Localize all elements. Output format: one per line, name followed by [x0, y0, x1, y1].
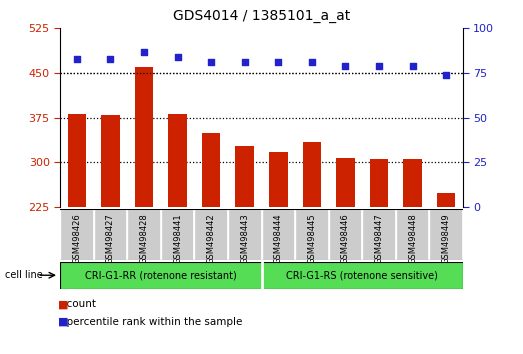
Bar: [437, 193, 456, 207]
FancyBboxPatch shape: [60, 262, 262, 289]
Bar: [202, 133, 220, 207]
Text: GSM498447: GSM498447: [374, 213, 383, 264]
Text: GSM498446: GSM498446: [341, 213, 350, 264]
Point: [341, 63, 349, 69]
Text: GSM498441: GSM498441: [173, 213, 182, 264]
Point: [375, 63, 383, 69]
Text: GSM498448: GSM498448: [408, 213, 417, 264]
Bar: [269, 152, 288, 207]
FancyBboxPatch shape: [362, 209, 396, 260]
FancyBboxPatch shape: [161, 209, 195, 260]
Text: GSM498443: GSM498443: [240, 213, 249, 264]
FancyBboxPatch shape: [127, 209, 161, 260]
Text: GSM498442: GSM498442: [207, 213, 215, 264]
Point: [408, 63, 417, 69]
FancyBboxPatch shape: [328, 209, 362, 260]
Text: GSM498445: GSM498445: [308, 213, 316, 264]
FancyBboxPatch shape: [228, 209, 262, 260]
Point: [140, 49, 148, 55]
FancyBboxPatch shape: [195, 209, 228, 260]
Point: [274, 59, 282, 65]
Point: [308, 59, 316, 65]
FancyBboxPatch shape: [262, 209, 295, 260]
Bar: [403, 159, 422, 207]
Bar: [135, 67, 153, 207]
FancyBboxPatch shape: [60, 209, 94, 260]
Point: [207, 59, 215, 65]
Text: GSM498428: GSM498428: [140, 213, 149, 264]
Bar: [370, 159, 388, 207]
Point: [106, 56, 115, 62]
Text: cell line: cell line: [5, 270, 43, 280]
Text: CRI-G1-RS (rotenone sensitive): CRI-G1-RS (rotenone sensitive): [286, 270, 438, 280]
Text: GSM498426: GSM498426: [72, 213, 82, 264]
FancyBboxPatch shape: [295, 209, 328, 260]
Point: [442, 72, 450, 78]
Text: GSM498427: GSM498427: [106, 213, 115, 264]
Text: GSM498449: GSM498449: [441, 213, 451, 264]
Bar: [303, 142, 321, 207]
Text: CRI-G1-RR (rotenone resistant): CRI-G1-RR (rotenone resistant): [85, 270, 237, 280]
Text: percentile rank within the sample: percentile rank within the sample: [60, 317, 243, 327]
Text: ■: ■: [58, 299, 68, 309]
Bar: [67, 114, 86, 207]
Bar: [101, 115, 120, 207]
FancyBboxPatch shape: [94, 209, 127, 260]
Point: [241, 59, 249, 65]
Text: GDS4014 / 1385101_a_at: GDS4014 / 1385101_a_at: [173, 9, 350, 23]
Point: [73, 56, 81, 62]
Text: ■: ■: [58, 317, 68, 327]
Bar: [168, 114, 187, 207]
Text: count: count: [60, 299, 96, 309]
FancyBboxPatch shape: [429, 209, 463, 260]
Bar: [336, 158, 355, 207]
Bar: [235, 146, 254, 207]
FancyBboxPatch shape: [396, 209, 429, 260]
FancyBboxPatch shape: [262, 262, 463, 289]
Text: GSM498444: GSM498444: [274, 213, 283, 264]
Point: [174, 54, 182, 60]
